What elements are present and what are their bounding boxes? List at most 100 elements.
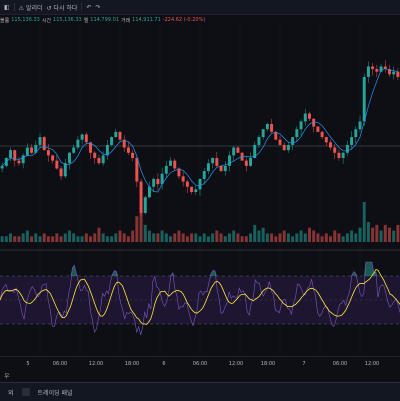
candle-body [97,158,101,164]
volume-bar [253,224,257,242]
candle-body [131,152,135,158]
candle-body [156,178,160,185]
volume-bar [110,236,114,242]
candle-body [291,137,295,145]
time-axis-label: 7 [302,361,306,367]
candle-body [42,137,46,151]
volume-bar [135,216,139,242]
volume-bar [249,233,252,242]
volume-bar [173,233,177,242]
tab-0[interactable]: 외 [8,389,14,397]
candle-body [63,163,67,177]
candle-body [371,66,375,70]
candle-body [392,71,396,75]
candle-body [68,152,71,164]
candle-body [253,144,257,158]
candle-body [320,131,324,138]
price-chart[interactable] [0,26,400,356]
candle-body [198,178,202,190]
candle-body [396,71,400,77]
time-axis-label: 12:00 [364,361,380,367]
volume-bars [0,202,400,242]
candle-body [261,129,265,138]
volume-bar [270,233,274,242]
candle-body [303,113,307,122]
volume-bar [143,224,147,242]
redo-icon[interactable]: ↷ [95,3,101,11]
volume-bar [139,202,143,242]
volume-bar [101,233,105,242]
volume-bar [278,233,282,242]
candle-body [135,158,139,182]
volume-bar [80,236,84,242]
volume-bar [202,233,206,242]
toolbar-item-0[interactable]: ◧ [4,3,10,11]
candle-body [164,165,168,174]
time-axis-label: 18:00 [124,361,140,367]
tab-trading-panel[interactable]: 트레이딩 패널 [37,389,73,397]
candle-body [249,158,252,166]
candle-body [219,165,223,172]
legend-open: 115,136.33 [11,17,40,23]
volume-bar [396,224,400,242]
undo-icon[interactable]: ↶ [86,3,92,11]
volume-bar [122,233,126,242]
panel-icon[interactable] [21,388,30,396]
volume-bar [152,233,156,242]
candle-body [173,160,177,169]
volume-bar [185,236,189,242]
candle-body [295,129,299,138]
volume-bar [265,233,269,242]
candle-body [143,197,147,213]
volume-bar [375,224,379,242]
candle-body [13,150,17,161]
candle-body [383,66,387,70]
volume-bar [30,236,34,242]
volume-bar [148,230,151,242]
candle-body [152,178,156,187]
volume-bar [244,236,248,242]
candle-body [160,173,164,185]
volume-bar [295,233,299,242]
volume-bar [379,230,383,242]
volume-bar [362,202,366,242]
volume-bar [25,230,29,242]
candle-body [46,150,50,156]
volume-bar [164,233,168,242]
volume-bar [286,233,290,242]
volume-bar [206,236,210,242]
volume-bar [291,236,295,242]
candle-body [274,131,278,140]
candle-body [139,181,143,213]
candle-body [190,186,194,192]
toolbar-replay-button[interactable]: ↺ 다시 하다 [46,4,78,12]
time-axis-label: 06:00 [52,361,68,367]
candle-body [375,69,379,72]
candle-body [126,147,130,153]
volume-bar [303,233,307,242]
status-row: 우 [0,369,400,381]
time-axis-label: 18:00 [260,361,276,367]
volume-bar [215,230,219,242]
legend-label: 볼륨 [0,17,10,24]
candle-body [308,113,311,119]
volume-bar [84,233,88,242]
volume-bar [63,233,67,242]
volume-bar [261,227,265,242]
candle-body [257,137,261,145]
volume-bar [308,227,311,242]
oscillator-slow-line [0,269,400,325]
volume-bar [114,233,118,242]
volume-bar [68,230,71,242]
volume-bar [126,236,130,242]
toolbar-alert-button[interactable]: ⚠ 알리더 [18,4,43,12]
volume-bar [105,236,109,242]
volume-bar [51,236,55,242]
candle-body [76,139,80,148]
volume-bar [345,233,349,242]
time-axis[interactable]: 5 06:00 12:00 18:00 6 06:00 12:00 18:00 7 06:00 12… [0,356,400,369]
candle-body [110,137,114,145]
volume-bar [320,236,324,242]
candle-body [211,158,215,164]
candle-body [362,76,366,122]
